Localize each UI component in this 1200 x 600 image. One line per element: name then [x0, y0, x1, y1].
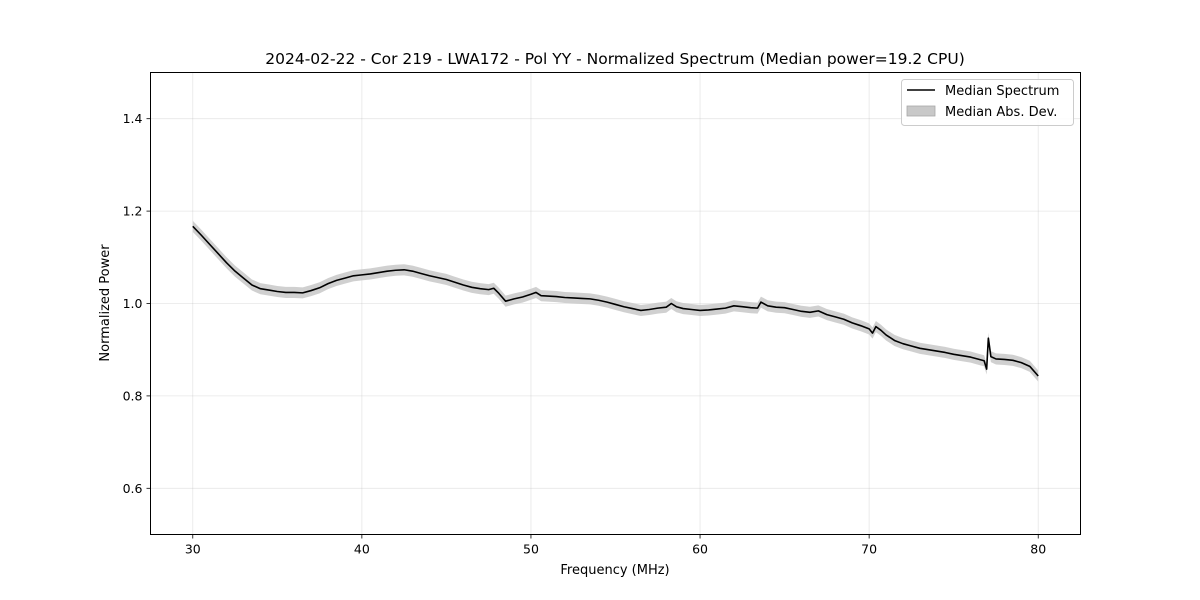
- legend-band-swatch: [906, 105, 936, 117]
- x-tick-label: 70: [861, 542, 877, 557]
- x-tick-label: 60: [692, 542, 708, 557]
- y-tick-label: 0.6: [123, 481, 143, 496]
- legend-label-median-spectrum: Median Spectrum: [945, 84, 1059, 99]
- y-tick-label: 1.4: [123, 111, 143, 126]
- x-axis-ticks: 30 40 50 60 70 80: [185, 534, 1046, 557]
- x-tick-label: 30: [185, 542, 201, 557]
- x-tick-label: 80: [1030, 542, 1046, 557]
- mad-band-layer: [192, 220, 1039, 382]
- legend-label-median-abs-dev: Median Abs. Dev.: [945, 105, 1057, 120]
- legend-box: [901, 79, 1074, 126]
- x-tick-label: 50: [523, 542, 539, 557]
- y-tick-label: 0.8: [123, 388, 143, 403]
- y-tick-label: 1.0: [123, 296, 143, 311]
- legend: Median Spectrum Median Abs. Dev.: [901, 79, 1074, 126]
- median-abs-dev-band: [192, 220, 1039, 382]
- y-axis-ticks: 0.6 0.8 1.0 1.2 1.4: [123, 111, 151, 496]
- y-axis-label: Normalized Power: [98, 244, 113, 362]
- x-axis-label: Frequency (MHz): [560, 563, 669, 578]
- series-line-layer: [192, 225, 1039, 377]
- y-tick-label: 1.2: [123, 204, 143, 219]
- chart-title: 2024-02-22 - Cor 219 - LWA172 - Pol YY -…: [265, 50, 965, 68]
- median-spectrum-line: [192, 225, 1039, 377]
- x-tick-label: 40: [354, 542, 370, 557]
